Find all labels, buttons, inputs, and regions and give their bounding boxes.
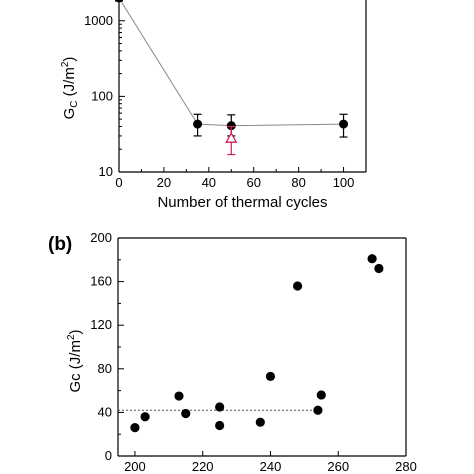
- y-label-close: ): [67, 329, 84, 334]
- y-label-superscript: 2: [60, 61, 71, 67]
- panel-a: 0 20 40 60 80 100 10 100 1000 Number of thermal …: [60, 0, 367, 211]
- y-label-g: G: [61, 108, 78, 120]
- x-tick-label: 200: [124, 459, 146, 474]
- data-point: [193, 119, 203, 129]
- y-tick-label: 100: [91, 88, 113, 103]
- series-line: [119, 0, 344, 127]
- y-tick-label: 10: [99, 164, 113, 179]
- data-point: [225, 131, 238, 143]
- y-label-unit: (J/m: [61, 67, 78, 100]
- y-label-subscript: C: [69, 100, 80, 107]
- panel-a-tick-labels: 0 20 40 60 80 100 10 100 1000: [84, 13, 354, 190]
- panel-b-data: [130, 254, 384, 433]
- y-tick-label: 160: [90, 274, 112, 289]
- data-point: [215, 402, 225, 412]
- x-tick-label: 20: [157, 175, 171, 190]
- y-tick-label: 40: [98, 404, 112, 419]
- x-tick-label: 220: [192, 459, 214, 474]
- y-tick-label: 1000: [84, 13, 113, 28]
- panel-b-ticks: [118, 237, 407, 457]
- x-tick-label: 260: [327, 459, 349, 474]
- data-point: [374, 263, 384, 274]
- data-point: [215, 420, 225, 431]
- x-tick-label: 100: [333, 175, 355, 190]
- y-tick-label: 200: [90, 230, 112, 245]
- y-tick-label: 80: [98, 361, 112, 376]
- panel-b-tick-labels: 0 40 80 120 160 200 200 220 240 260 280: [90, 230, 417, 474]
- panel-a-y-axis-label: GC (J/m2): [60, 57, 80, 120]
- panel-a-data: [114, 0, 349, 156]
- x-tick-label: 40: [202, 175, 216, 190]
- y-tick-label: 120: [90, 317, 112, 332]
- data-point: [367, 254, 377, 264]
- data-point: [316, 390, 326, 400]
- panel-b-label: (b): [48, 234, 72, 255]
- data-point: [140, 412, 150, 422]
- x-tick-label: 240: [260, 459, 282, 474]
- panel-a-ticks: [118, 20, 345, 173]
- x-tick-label: 60: [246, 175, 260, 190]
- data-point: [174, 391, 184, 401]
- data-point: [313, 405, 323, 415]
- y-tick-label: 0: [105, 448, 112, 463]
- data-point: [339, 119, 349, 129]
- data-point: [226, 121, 236, 131]
- y-label-superscript: 2: [66, 334, 77, 340]
- panel-b-y-axis-label: Gc (J/m2): [66, 329, 84, 392]
- data-point: [130, 423, 140, 433]
- data-point: [181, 408, 191, 419]
- panel-b: (b) 0 40 80 120 160 200 200 220 240 260 280 Gc (J/…: [48, 230, 417, 474]
- data-point: [255, 417, 265, 427]
- data-point: [265, 371, 276, 382]
- y-label-text: Gc (J/m: [67, 340, 84, 393]
- x-tick-label: 80: [291, 175, 305, 190]
- y-label-close: ): [61, 57, 78, 62]
- data-point: [292, 281, 303, 291]
- x-tick-label: 0: [115, 175, 122, 190]
- panel-a-x-axis-label: Number of thermal cycles: [157, 194, 327, 211]
- x-tick-label: 280: [395, 459, 417, 474]
- panel-a-axes: [118, 0, 367, 173]
